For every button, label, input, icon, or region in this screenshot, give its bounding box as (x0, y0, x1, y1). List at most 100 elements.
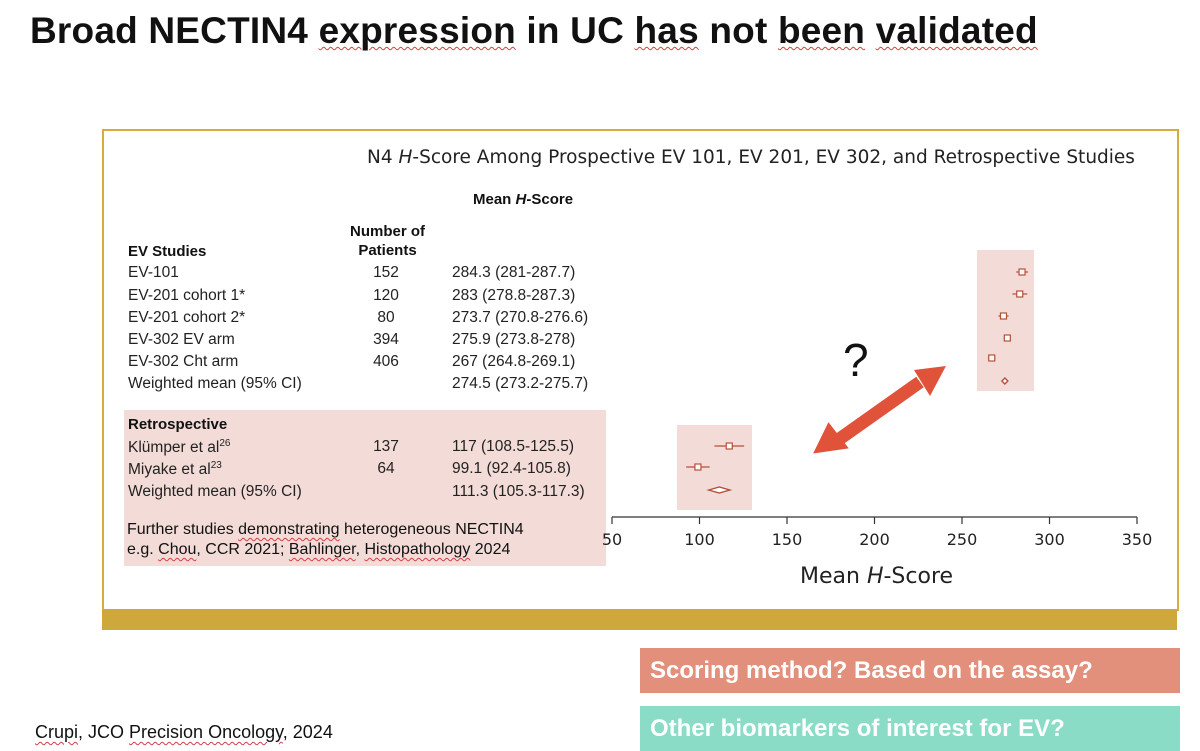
axis-title-post: -Score (883, 564, 954, 589)
row-label-text: Weighted mean (95% CI) (128, 483, 302, 500)
note2-part: 2024 (470, 541, 511, 558)
callout-other-biomarkers: Other biomarkers of interest for EV? (640, 706, 1180, 751)
citation-part: Precision Oncology (129, 722, 283, 742)
figure-bottom-bar (102, 609, 1177, 630)
patients-header-line1: Number of (350, 223, 425, 240)
note2-part: Chou (158, 541, 197, 558)
arrow-head-right (914, 366, 946, 396)
x-tick-label: 50 (601, 530, 623, 549)
note1-part: heterogeneous NECTIN4 (339, 521, 524, 538)
row-label: EV-101 (128, 264, 179, 282)
row-label: Weighted mean (95% CI) (128, 483, 302, 501)
mean-diamond (1000, 377, 1009, 385)
row-mean-score: 111.3 (105.3-117.3) (452, 483, 585, 500)
ev-studies-header: EV Studies (128, 243, 207, 260)
row-label-text: Weighted mean (95% CI) (128, 375, 302, 392)
figure-title-post: -Score Among Prospective EV 101, EV 201,… (412, 147, 1135, 168)
x-tick-label: 350 (1121, 530, 1153, 549)
axis-title-italic: H (866, 564, 884, 589)
figure-title: N4 H-Score Among Prospective EV 101, EV … (367, 147, 1135, 168)
x-tick-label: 200 (859, 530, 890, 549)
note2-part: Bahlinger (288, 541, 356, 558)
note2-part: , CCR 2021; (196, 541, 289, 558)
row-label-text: EV-302 Cht arm (128, 353, 239, 370)
row-patient-count: 80 (377, 309, 395, 326)
row-label: EV-201 cohort 1* (128, 287, 245, 305)
x-tick-label: 150 (771, 530, 803, 549)
mean-square (1016, 290, 1024, 298)
title-part: expression (318, 10, 516, 51)
row-mean-score: 274.5 (273.2-275.7) (452, 375, 589, 392)
mean-square (694, 463, 702, 471)
figure-title-italic: H (398, 147, 413, 168)
row-patient-count: 64 (377, 460, 395, 477)
mean-square (1018, 268, 1026, 276)
title-part: been (777, 10, 866, 51)
row-mean-score: 284.3 (281-287.7) (452, 264, 576, 281)
row-label-text: EV-201 cohort 1* (128, 287, 246, 304)
row-label-text: EV-101 (128, 264, 179, 281)
retrospective-highlight (124, 410, 606, 566)
mean-square (725, 442, 733, 450)
patients-header-line2: Patients (358, 242, 417, 259)
mean-header-pre: Mean (473, 191, 516, 208)
title-part: not (698, 10, 778, 51)
row-mean-score: 117 (108.5-125.5) (452, 438, 575, 455)
title-part: has (634, 10, 699, 51)
citation: Crupi, JCO Precision Oncology, 2024 (35, 722, 333, 743)
x-axis-title: Mean H-Score (800, 564, 953, 589)
note2-part: Histopathology (364, 541, 471, 558)
axis-title-pre: Mean (800, 564, 867, 589)
row-patient-count: 406 (373, 353, 399, 370)
row-patient-count: 394 (373, 331, 399, 348)
citation-part: , 2024 (282, 722, 333, 742)
row-patient-count: 120 (373, 287, 399, 304)
arrow-head-left (813, 422, 849, 454)
question-mark: ? (843, 334, 869, 386)
row-label: Weighted mean (95% CI) (128, 375, 302, 393)
row-patient-count: 152 (373, 264, 399, 281)
figure-title-pre: N4 (367, 147, 399, 168)
mean-score-header: Mean H-Score (473, 191, 573, 208)
note2-part: , (355, 541, 365, 558)
row-label-text: Klümper et al (128, 439, 220, 457)
row-mean-score: 273.7 (270.8-276.6) (452, 309, 589, 326)
row-label: Klümper et al26 (128, 438, 230, 457)
row-patient-count: 137 (373, 438, 399, 455)
arrow-shaft (834, 376, 924, 446)
mean-square (988, 354, 996, 362)
title-part: Broad NECTIN4 (30, 10, 319, 51)
x-tick-label: 300 (1034, 530, 1065, 549)
slide-title: Broad NECTIN4 expression in UC has not b… (30, 10, 1038, 52)
note2-part: e.g. (127, 541, 159, 558)
further-studies-note: Further studies demonstrating heterogene… (127, 520, 524, 560)
row-mean-score: 99.1 (92.4-105.8) (452, 460, 571, 477)
row-label-text: EV-302 EV arm (128, 331, 235, 348)
row-label: EV-302 EV arm (128, 331, 235, 349)
mean-diamond (706, 486, 733, 494)
row-label-ref: 26 (219, 438, 231, 449)
mean-square (999, 312, 1008, 320)
citation-part: Crupi (35, 722, 79, 742)
row-label: Miyake et al23 (128, 460, 222, 479)
x-tick-label: 100 (684, 530, 715, 549)
row-label: EV-201 cohort 2* (128, 309, 245, 327)
mean-header-post: -Score (526, 191, 574, 208)
mean-square (1003, 334, 1011, 342)
note1-part: Further studies (127, 521, 239, 538)
note-line-1: Further studies demonstrating heterogene… (127, 520, 524, 540)
row-mean-score: 283 (278.8-287.3) (452, 287, 576, 304)
row-mean-score: 275.9 (273.8-278) (452, 331, 576, 348)
citation-part: , JCO (78, 722, 130, 742)
row-label-text: EV-201 cohort 2* (128, 309, 246, 326)
title-part: in UC (515, 10, 635, 51)
row-label: EV-302 Cht arm (128, 353, 238, 371)
retrospective-header: Retrospective (128, 416, 228, 433)
note-line-2: e.g. Chou, CCR 2021; Bahlinger, Histopat… (127, 540, 524, 560)
note1-part: demonstrating (238, 521, 340, 538)
row-label-text: Miyake et al (128, 461, 211, 479)
callout-scoring-method: Scoring method? Based on the assay? (640, 648, 1180, 693)
title-part: validated (875, 10, 1038, 51)
row-label-ref: 23 (210, 460, 222, 471)
